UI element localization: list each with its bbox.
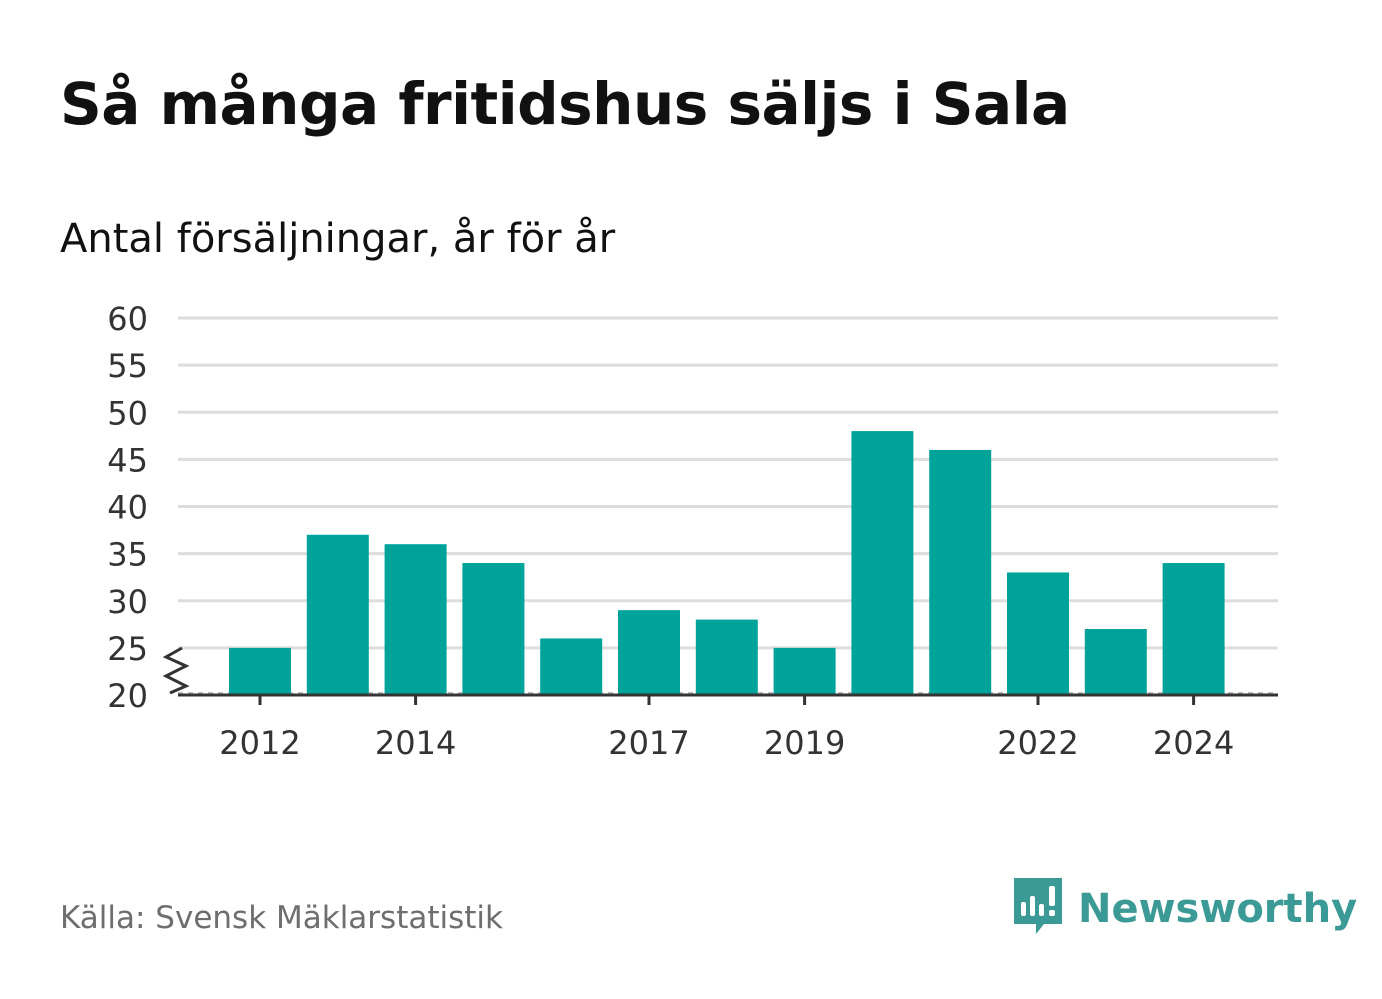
bar [773,647,836,695]
chart-subtitle: Antal försäljningar, år för år [60,216,616,262]
bar [1007,572,1069,695]
bar [306,534,369,695]
bar [384,544,447,695]
bar-chart-speech-bubble-icon [1012,876,1064,942]
bar [618,610,680,695]
y-tick-label: 20 [107,677,148,715]
x-tick-label: 2022 [997,724,1078,762]
brand-logo: Newsworthy [1012,878,1357,940]
brand-name: Newsworthy [1078,886,1358,932]
x-axis [162,646,1278,705]
y-tick-label: 35 [107,536,148,574]
chart-title: Så många fritidshus säljs i Sala [60,70,1070,138]
bar [929,449,992,695]
bar [229,647,291,695]
bar [695,619,758,695]
y-tick-label: 60 [107,300,148,338]
bar [1084,629,1147,695]
x-axis-labels: 2012 2014 2017 2019 2022 2024 [219,724,1234,762]
y-axis-labels: 20 25 30 35 40 45 50 55 60 [107,300,148,715]
bars [229,431,1225,695]
source-note: Källa: Svensk Mäklarstatistik [60,900,503,936]
bar [462,563,525,695]
bar [1162,563,1225,695]
zigzag-axis-break-icon [162,646,190,695]
y-tick-label: 40 [107,489,148,527]
y-tick-label: 25 [107,630,148,668]
y-tick-label: 45 [107,441,148,479]
x-tick-label: 2024 [1153,724,1234,762]
x-tick-label: 2014 [375,724,456,762]
bar [851,431,914,695]
y-tick-label: 55 [107,347,148,385]
x-tick-label: 2012 [219,724,300,762]
x-tick-label: 2019 [764,724,845,762]
gridlines [178,316,1278,694]
x-tick-label: 2017 [608,724,689,762]
bar [540,638,603,695]
y-tick-label: 30 [107,583,148,621]
y-tick-label: 50 [107,394,148,432]
